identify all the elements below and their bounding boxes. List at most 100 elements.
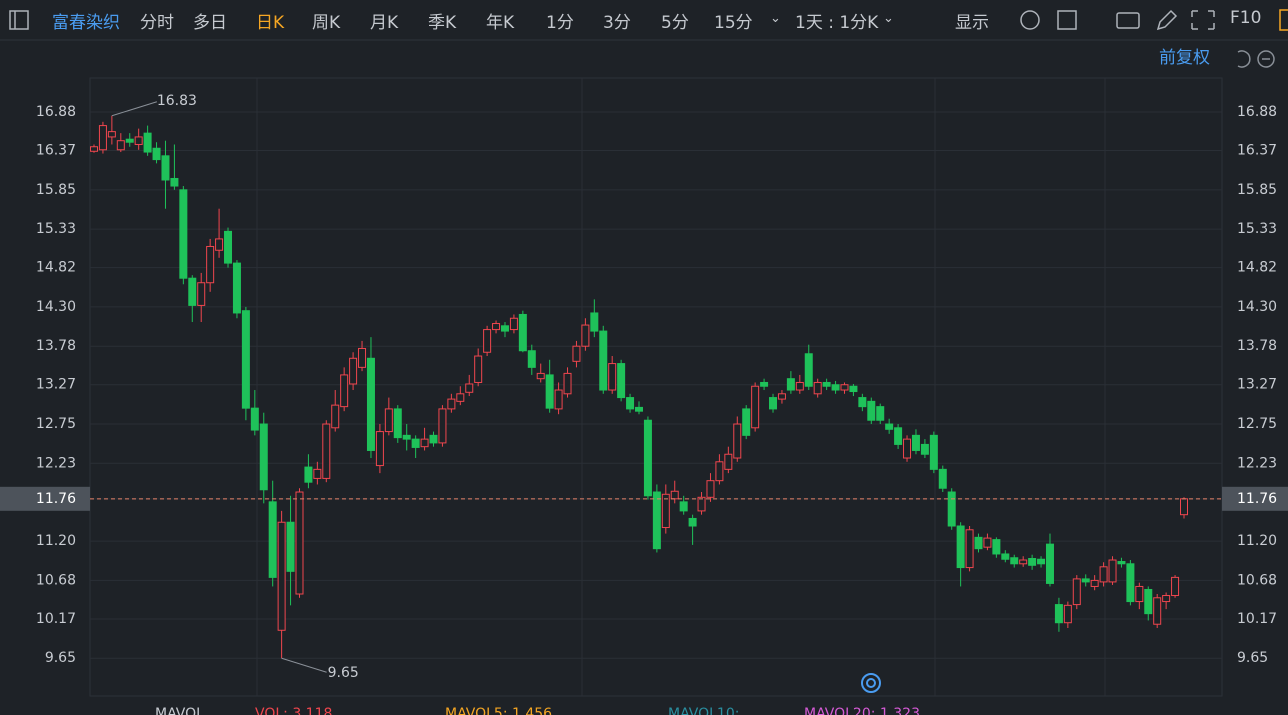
y-tick-label-right: 16.37 [1237,143,1277,159]
pen-icon[interactable] [1156,9,1178,31]
candle-body [751,385,760,429]
y-tick-label: 15.85 [36,182,76,198]
candle-body [760,381,769,387]
candle-body [411,438,420,448]
candle-body [670,490,679,500]
undo-icon[interactable] [1237,50,1251,68]
y-tick-label-right: 14.30 [1237,299,1277,315]
y-tick-label: 14.82 [36,260,76,276]
candle-body [313,468,322,479]
candle-body [920,443,929,455]
plot-frame [89,77,1223,697]
candle-body [626,397,635,410]
candle-body [679,501,688,512]
candle-body [1090,579,1099,587]
candle-body [1171,576,1180,597]
y-tick-label-right: 12.23 [1237,455,1277,471]
candle-body [107,131,116,138]
f10[interactable]: F10 [1230,8,1262,28]
candle-body [572,345,581,362]
tab[interactable]: 季K [428,13,457,33]
tab[interactable]: 年K [486,13,515,33]
candle-body [536,372,545,380]
candle-body [188,277,197,306]
sidebar-toggle[interactable] [9,10,29,30]
candle-body [474,355,483,383]
candle-body [635,406,643,412]
y-tick-label-right: 15.85 [1237,182,1277,198]
candle-body [876,406,885,421]
dropdown-arrow[interactable]: ⌄ [883,11,894,26]
fullscreen-icon[interactable] [1191,10,1215,30]
tab[interactable]: 周K [312,13,341,33]
candle-body [215,238,224,251]
min-label: 9.65 [328,665,359,681]
period-select[interactable]: 1天 : 1分K [795,13,879,33]
adjust-mode[interactable]: 前复权 [1159,48,1210,68]
y-tick-label: 16.37 [36,143,76,159]
tab[interactable]: 15分 [714,13,753,33]
y-tick-label-right: 10.17 [1237,611,1277,627]
tab[interactable]: 月K [370,13,399,33]
display-menu[interactable]: 显示 [955,13,989,33]
candle-body [295,491,304,595]
candle-body [429,434,438,444]
tab[interactable]: 1分 [546,13,574,33]
candle-body [1117,561,1126,565]
candle-body [268,501,277,578]
candle-body [894,427,903,445]
tab[interactable]: 5分 [661,13,689,33]
candle-body [590,312,599,332]
candle-body [965,529,974,569]
candle-body [349,357,358,385]
settings-icon[interactable] [1020,10,1040,30]
zoom-out-icon[interactable] [1257,50,1275,68]
last-price-box [0,486,90,511]
candle-body [1054,604,1063,624]
candle-body [1081,578,1090,583]
candle-body [375,431,384,467]
candle-body [447,398,456,410]
panel-icon[interactable] [1279,9,1288,31]
candle-body [804,353,813,387]
indicator-item: VOL: 3.118 [255,706,332,715]
tab-active[interactable]: 日K [256,13,285,33]
camera-icon[interactable] [1116,12,1140,29]
candle-body [250,407,259,431]
tab[interactable]: 多日 [193,13,227,33]
candle-body [581,324,590,347]
tab[interactable]: 分时 [140,13,174,33]
candle-body [1126,563,1135,603]
candle-body [1063,604,1072,624]
y-tick-label: 12.75 [36,416,76,432]
candle-body [116,140,125,151]
dropdown-arrow[interactable]: ⌄ [770,11,781,26]
candle-body [331,404,340,429]
y-tick-label: 15.33 [36,221,76,237]
candle-body [983,537,992,548]
stock-name[interactable]: 富春染织 [52,13,120,33]
candle-body [90,146,98,152]
y-tick-label: 16.88 [36,104,76,120]
locate-icon[interactable] [861,673,881,693]
candle-body [277,521,286,631]
candle-body [1099,566,1108,583]
candle-body [661,493,670,529]
candle-body [286,521,295,572]
candle-body [161,155,170,181]
y-tick-label: 12.23 [36,455,76,471]
candle-body [795,381,804,391]
checkbox-icon[interactable] [1057,10,1077,30]
candle-body [393,408,402,439]
tab[interactable]: 3分 [603,13,631,33]
candle-body [608,363,617,391]
last-price-box [1222,486,1288,511]
candle-body [1001,553,1010,560]
candle-body [1180,498,1188,516]
y-tick-label-right: 10.68 [1237,572,1277,588]
candle-body [742,408,751,436]
candle-body [769,397,778,410]
candle-body [1045,543,1054,584]
candle-body [518,313,527,352]
